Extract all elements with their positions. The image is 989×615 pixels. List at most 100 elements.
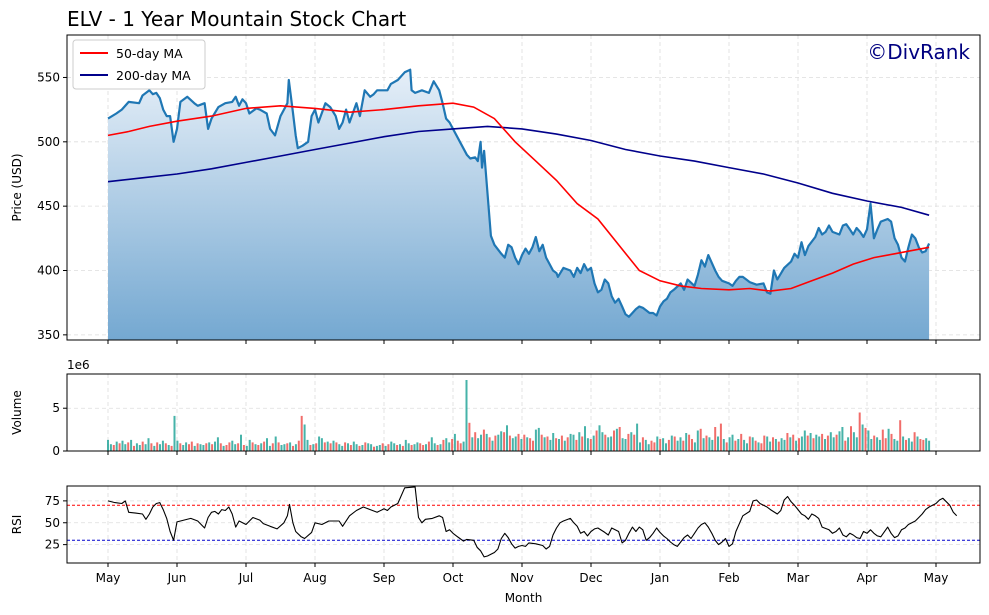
volume-bar	[702, 438, 705, 451]
volume-bar	[242, 445, 245, 451]
volume-bar	[419, 443, 422, 451]
volume-bar	[737, 439, 740, 451]
volume-bar	[471, 437, 474, 451]
volume-ylabel: Volume	[10, 390, 24, 435]
volume-bar	[913, 432, 916, 451]
volume-bar	[665, 443, 667, 451]
volume-bar	[248, 439, 251, 451]
price-plot-area	[107, 68, 931, 340]
volume-bar	[491, 440, 494, 451]
volume-bar	[578, 432, 581, 451]
volume-bar	[329, 443, 332, 451]
volume-bar	[601, 432, 604, 451]
volume-bar	[532, 440, 534, 451]
x-tick-label-jan: Jan	[650, 571, 670, 585]
volume-bar	[850, 426, 852, 451]
volume-bar	[410, 445, 413, 451]
volume-bars	[107, 380, 931, 451]
volume-bar	[751, 437, 754, 451]
volume-bar	[659, 439, 662, 451]
volume-bar	[274, 436, 277, 451]
volume-bar	[847, 437, 850, 451]
x-tick-label-feb: Feb	[718, 571, 739, 585]
volume-bar	[320, 438, 323, 451]
volume-bar	[225, 445, 228, 451]
volume-bar	[188, 444, 190, 451]
x-tick-label-mar: Mar	[787, 571, 810, 585]
volume-bar	[381, 443, 384, 451]
volume-bar	[474, 432, 477, 451]
volume-bar	[644, 439, 647, 451]
volume-bar	[289, 442, 292, 451]
volume-bar	[245, 445, 248, 451]
volume-bar	[127, 442, 130, 451]
volume-bar	[717, 436, 719, 451]
volume-bar	[280, 445, 283, 451]
volume-bar	[349, 445, 352, 451]
volume-bar	[818, 436, 821, 451]
volume-bar	[237, 443, 240, 451]
volume-bar	[335, 442, 338, 451]
volume-bar	[430, 437, 433, 451]
volume-bar	[777, 441, 780, 451]
volume-bar	[887, 428, 890, 451]
volume-bar	[488, 437, 491, 451]
volume-bar	[173, 415, 176, 451]
volume-bar	[234, 444, 237, 451]
volume-bar	[167, 445, 170, 451]
volume-bar	[549, 439, 552, 451]
volume-bar	[876, 437, 879, 451]
volume-bar	[297, 440, 300, 451]
x-tick-label-oct: Oct	[443, 571, 464, 585]
volume-bar	[566, 437, 569, 451]
volume-ytick-label: 5	[52, 401, 60, 415]
volume-bar	[268, 445, 271, 451]
volume-bar	[459, 443, 462, 451]
volume-bar	[639, 442, 641, 451]
volume-bar	[743, 439, 746, 451]
volume-bar	[890, 433, 893, 451]
volume-bar	[824, 439, 826, 451]
volume-bar	[144, 444, 147, 451]
volume-bar	[746, 443, 748, 451]
x-tick-label-jul: Jul	[238, 571, 253, 585]
volume-bar	[696, 430, 699, 451]
x-axis-label: Month	[505, 591, 543, 605]
chart-title: ELV - 1 Year Mountain Stock Chart	[67, 7, 406, 31]
volume-bar	[309, 445, 312, 451]
volume-bar	[873, 435, 876, 451]
volume-bar	[283, 444, 286, 451]
volume-bar	[919, 439, 922, 451]
volume-bar	[826, 435, 829, 451]
volume-bar	[595, 430, 598, 451]
volume-bar	[465, 380, 468, 451]
volume-bar	[682, 440, 685, 451]
volume-bar	[511, 438, 514, 451]
volume-bar	[589, 439, 592, 451]
volume-bar	[740, 433, 743, 451]
volume-bar	[416, 442, 419, 451]
price-ytick-label: 450	[37, 199, 60, 213]
volume-bar	[257, 445, 260, 451]
rsi-line	[107, 486, 958, 558]
rsi-ytick-label: 25	[45, 538, 60, 552]
volume-bar	[714, 427, 717, 451]
volume-bar	[315, 443, 318, 451]
volume-bar	[312, 444, 315, 451]
volume-bar	[838, 431, 841, 451]
volume-bar	[852, 432, 855, 451]
volume-bar	[861, 424, 864, 451]
volume-bar	[373, 446, 375, 451]
volume-bar	[358, 445, 361, 451]
volume-bar	[569, 433, 572, 451]
volume-bar	[844, 440, 847, 451]
volume-bar	[725, 442, 728, 451]
volume-bar	[477, 438, 480, 451]
volume-bar	[468, 422, 471, 451]
volume-bar	[164, 443, 167, 451]
watermark: ©DivRank	[867, 40, 970, 64]
volume-bar	[653, 442, 656, 451]
price-ytick-label: 350	[37, 328, 60, 342]
volume-bar	[182, 445, 185, 451]
